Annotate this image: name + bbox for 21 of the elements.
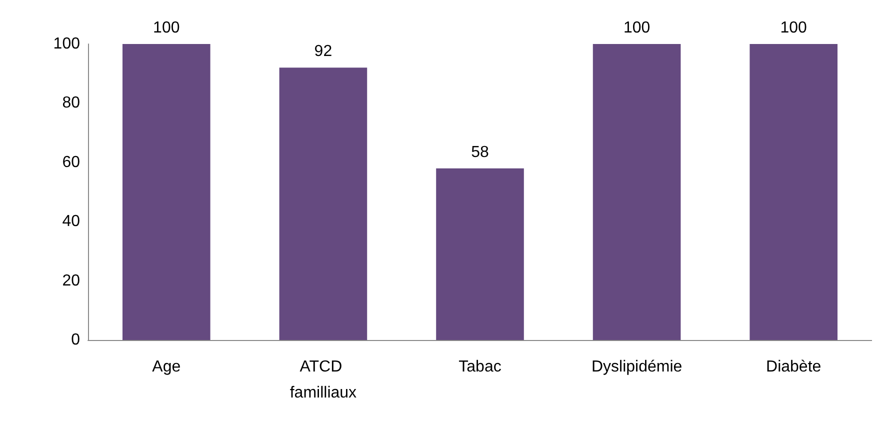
data-label: 58: [471, 144, 489, 161]
y-tick-label: 80: [62, 94, 80, 112]
data-label: 100: [780, 20, 808, 36]
x-tick-label: Diabète: [766, 358, 822, 376]
data-label: 100: [623, 20, 650, 36]
bar: [279, 68, 368, 340]
y-tick-label: 20: [62, 272, 80, 290]
bar: [750, 44, 838, 340]
y-tick-label: 40: [62, 213, 80, 230]
y-tick-label: 100: [53, 36, 80, 52]
x-tick-label: Dyslipidémie: [591, 358, 682, 376]
x-tick-label: Tabac: [458, 358, 502, 376]
bar: [122, 44, 210, 340]
y-tick-label: 60: [62, 154, 80, 171]
data-label: 100: [153, 20, 180, 36]
bar: [436, 168, 524, 340]
x-tick-label: ATCD familliaux: [290, 358, 357, 402]
data-label: 92: [314, 43, 332, 60]
y-tick-label: 0: [71, 332, 80, 348]
bar: [592, 44, 681, 340]
x-tick-label: Age: [152, 358, 181, 376]
